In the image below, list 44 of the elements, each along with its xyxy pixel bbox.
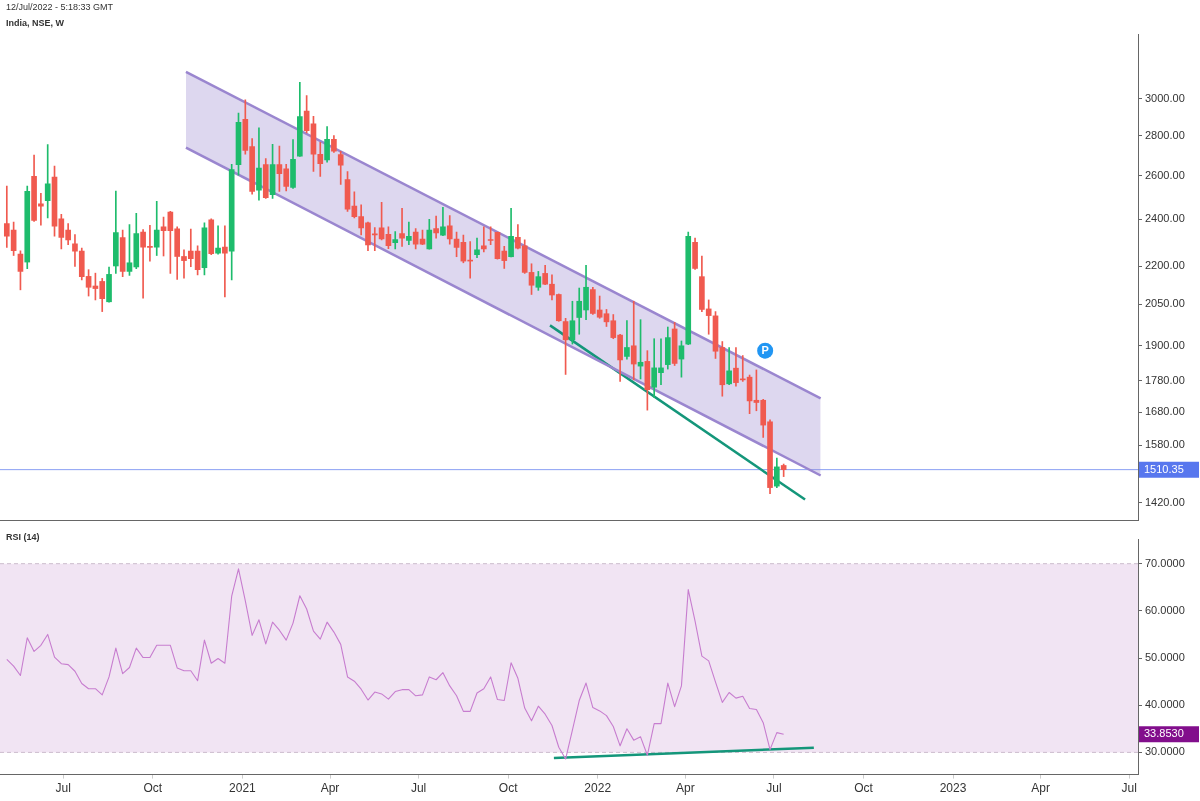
y-tick-label: 2200.00 — [1145, 259, 1185, 272]
candlestick — [399, 207, 405, 247]
x-tick-label: Apr — [320, 781, 340, 796]
x-tick-label: Apr — [1031, 781, 1050, 796]
candlestick — [630, 300, 637, 381]
candlestick — [433, 215, 439, 239]
y-tick-label: 2400.00 — [1145, 212, 1185, 225]
x-tick-label: Jul — [410, 781, 427, 796]
y-tick-label: 50.0000 — [1145, 651, 1185, 664]
x-tick-label: 2021 — [229, 781, 257, 796]
candlestick — [215, 225, 221, 255]
x-tick-label: Jul — [55, 781, 71, 796]
x-tick-label: Oct — [143, 781, 163, 796]
candlestick — [480, 226, 487, 253]
candlestick — [406, 221, 412, 246]
y-tick-label: 2800.00 — [1145, 128, 1185, 141]
x-tick-label: Oct — [498, 781, 519, 796]
candlestick — [44, 144, 51, 219]
y-tick-label: 70.0000 — [1145, 556, 1185, 569]
y-tick-label: 1780.00 — [1145, 373, 1185, 386]
candlestick — [222, 225, 228, 298]
y-tick-label: 30.0000 — [1145, 745, 1185, 758]
x-tick-label: Oct — [854, 781, 874, 796]
chart-title: India, NSE, W — [6, 18, 65, 28]
text: 12/Jul/2022 - 5:18:33 GMT — [6, 2, 114, 12]
annotation: P — [761, 344, 769, 357]
y-tick-label: 2600.00 — [1145, 168, 1185, 181]
x-tick-label: Apr — [675, 781, 695, 796]
text: 33.8530 — [1144, 727, 1184, 740]
y-tick-label: 60.0000 — [1145, 603, 1185, 616]
ref-line-label: 1510.35 — [1144, 462, 1184, 475]
x-tick-label: 2023 — [939, 781, 967, 796]
y-tick-label: 2050.00 — [1145, 297, 1185, 310]
x-tick-label: Jul — [1121, 781, 1137, 796]
y-tick-label: 1900.00 — [1145, 338, 1185, 351]
y-tick-label: 1420.00 — [1145, 496, 1185, 509]
x-tick-label: 2022 — [584, 781, 612, 796]
candlestick — [392, 231, 399, 250]
y-tick-label: 3000.00 — [1145, 91, 1185, 104]
chart-title: RSI (14) — [6, 532, 40, 542]
y-tick-label: 40.0000 — [1145, 698, 1185, 711]
y-tick-label: 1680.00 — [1145, 405, 1185, 418]
y-tick-label: 1580.00 — [1145, 438, 1185, 451]
x-tick-label: Jul — [766, 781, 782, 796]
